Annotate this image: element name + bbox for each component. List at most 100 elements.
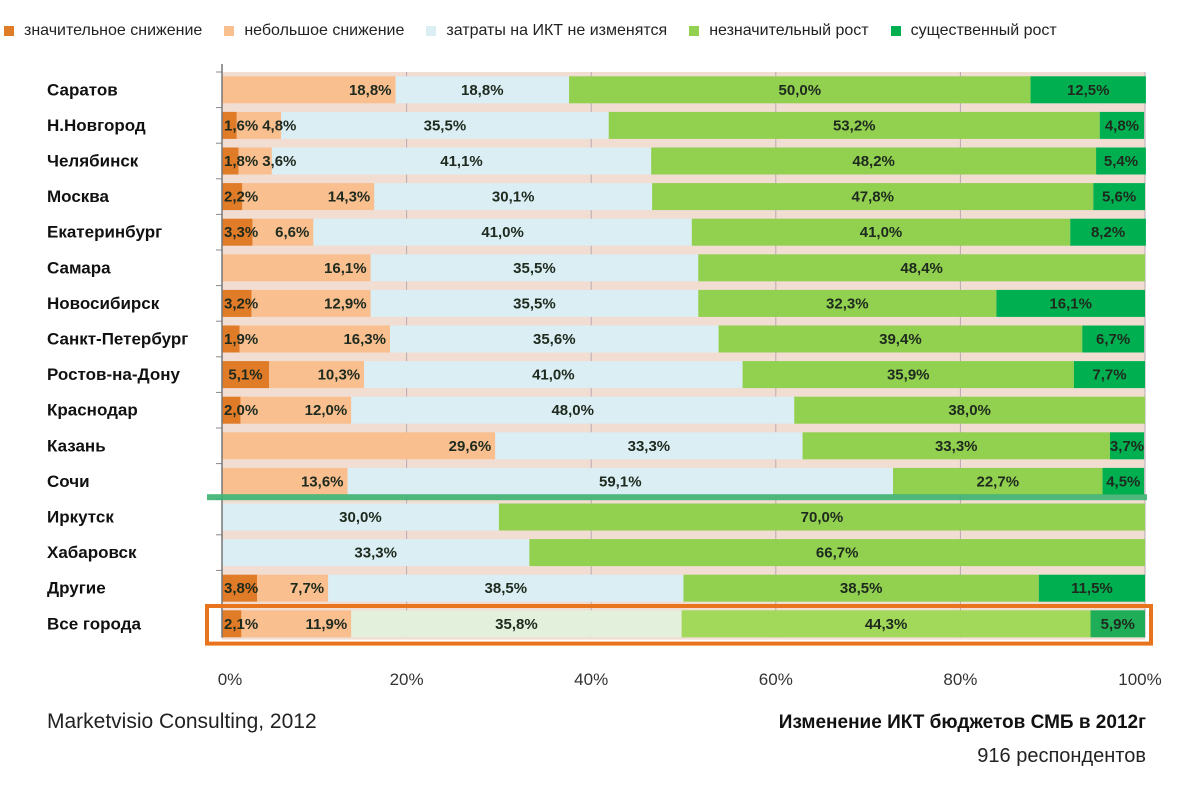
chart-title: Изменение ИКТ бюджетов СМБ в 2012г — [778, 712, 1146, 733]
bar-segment — [1073, 361, 1145, 389]
bar-segment — [271, 147, 652, 175]
legend-item: значительное снижение — [4, 22, 202, 40]
bar-segment — [681, 610, 1091, 638]
data-label: 39,4% — [879, 331, 922, 348]
legend-label: незначительный рост — [709, 22, 869, 39]
data-label: 41,0% — [860, 224, 903, 241]
data-label: 4,8% — [262, 117, 296, 134]
category-label: Ростов-на-Дону — [47, 365, 180, 384]
bar-segment — [996, 289, 1145, 317]
legend-item: существенный рост — [890, 22, 1057, 40]
data-label: 2,2% — [224, 189, 258, 206]
highlight-box — [205, 604, 1153, 646]
bar-segment — [1082, 325, 1145, 353]
data-label: 29,6% — [449, 438, 492, 455]
bar-segment — [742, 361, 1074, 389]
bar-segment — [1070, 218, 1146, 246]
bar-segment — [395, 76, 570, 104]
bar-segment — [222, 539, 530, 567]
data-label: 35,6% — [533, 331, 576, 348]
data-label: 13,6% — [301, 473, 344, 490]
bar-segment — [240, 396, 352, 424]
legend-item: незначительный рост — [689, 22, 869, 40]
data-label: 30,0% — [339, 509, 382, 526]
legend-item: затраты на ИКТ не изменятся — [426, 22, 667, 40]
bar-segment — [222, 610, 242, 638]
data-label: 2,0% — [224, 402, 258, 419]
bar-segment — [389, 325, 719, 353]
data-label: 18,8% — [461, 82, 504, 99]
data-label: 50,0% — [779, 82, 822, 99]
x-tick-label: 60% — [759, 670, 793, 689]
bar-segment — [239, 325, 390, 353]
data-label: 48,4% — [900, 260, 943, 277]
data-label: 48,2% — [852, 153, 895, 170]
data-label: 11,5% — [1071, 580, 1113, 597]
data-label: 5,1% — [228, 367, 262, 384]
data-label: 12,5% — [1067, 82, 1110, 99]
data-label: 44,3% — [865, 616, 908, 633]
data-label: 12,0% — [305, 402, 348, 419]
data-label: 2,1% — [224, 616, 258, 633]
data-label: 35,8% — [495, 616, 538, 633]
bar-segment — [251, 289, 371, 317]
bar-segment — [652, 183, 1094, 211]
bar-segment — [1096, 147, 1146, 175]
bar-segment — [569, 76, 1031, 104]
data-label: 32,3% — [826, 295, 869, 312]
category-label: Сочи — [47, 472, 90, 491]
data-label: 1,6% — [224, 117, 258, 134]
data-label: 41,1% — [440, 153, 483, 170]
bar-segment — [222, 325, 240, 353]
data-label: 35,5% — [424, 117, 467, 134]
data-label: 22,7% — [977, 473, 1020, 490]
category-label: Все города — [47, 614, 141, 633]
category-label: Иркутск — [47, 507, 114, 526]
bar-segment — [718, 325, 1083, 353]
bar-segment — [683, 574, 1039, 602]
bar-segment — [222, 183, 243, 211]
legend-swatch — [4, 26, 14, 36]
data-label: 33,3% — [354, 545, 397, 562]
bar-segment — [802, 432, 1110, 460]
bar-segment — [1102, 467, 1145, 495]
bar-segment — [281, 111, 609, 139]
data-label: 66,7% — [816, 545, 859, 562]
category-label: Казань — [47, 436, 106, 455]
data-label: 7,7% — [290, 580, 324, 597]
data-label: 33,3% — [935, 438, 978, 455]
category-label: Новосибирск — [47, 294, 160, 313]
bar-segment — [1109, 432, 1145, 460]
category-label: Екатеринбург — [47, 223, 162, 242]
separator-line — [207, 494, 1147, 501]
bar-segment — [370, 254, 699, 282]
data-label: 16,1% — [324, 260, 367, 277]
bar-segment — [222, 396, 241, 424]
bar-segment — [222, 147, 239, 175]
bar-segment — [794, 396, 1145, 424]
data-label: 4,5% — [1106, 473, 1140, 490]
data-label: 6,7% — [1096, 331, 1130, 348]
data-label: 3,8% — [224, 580, 258, 597]
data-label: 18,8% — [349, 82, 392, 99]
data-label: 12,9% — [324, 295, 367, 312]
x-tick-label: 80% — [943, 670, 977, 689]
bar-segment — [222, 289, 252, 317]
bar-segment — [252, 218, 314, 246]
data-label: 38,5% — [840, 580, 883, 597]
bar-segment — [257, 574, 329, 602]
data-label: 14,3% — [328, 189, 371, 206]
bar-segment — [242, 183, 375, 211]
x-tick-label: 40% — [574, 670, 608, 689]
bar-segment — [374, 183, 653, 211]
bar-segment — [222, 503, 499, 531]
bar-segment — [238, 147, 272, 175]
category-label: Н.Новгород — [47, 116, 146, 135]
category-label: Другие — [47, 579, 106, 598]
bar-segment — [651, 147, 1097, 175]
data-label: 8,2% — [1091, 224, 1125, 241]
chart-subtitle: 916 респондентов — [977, 745, 1146, 767]
bar-segment — [222, 218, 253, 246]
bar-segment — [698, 289, 997, 317]
